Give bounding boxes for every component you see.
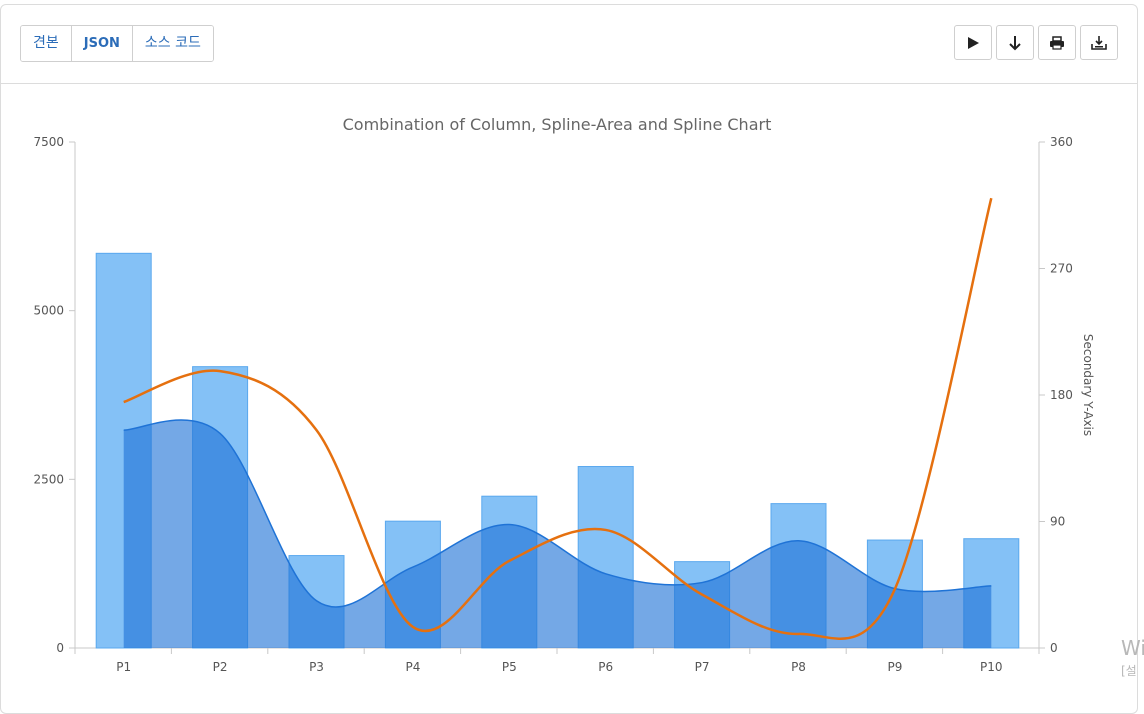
x-tick-label: P8 bbox=[791, 660, 806, 674]
print-icon bbox=[1050, 35, 1064, 50]
chart-container: Combination of Column, Spline-Area and S… bbox=[0, 80, 1144, 709]
spline-area-fill bbox=[123, 420, 992, 648]
view-tabs: 견본 JSON 소스 코드 bbox=[20, 25, 214, 62]
spline-area-line bbox=[123, 419, 992, 608]
y-tick-label: 2500 bbox=[33, 472, 64, 486]
play-icon bbox=[968, 36, 979, 49]
x-tick-label: P10 bbox=[980, 660, 1003, 674]
save-icon bbox=[1091, 35, 1107, 50]
tab-source-code[interactable]: 소스 코드 bbox=[132, 26, 213, 61]
save-button[interactable] bbox=[1080, 25, 1118, 60]
tab-json[interactable]: JSON bbox=[71, 26, 133, 61]
download-button[interactable] bbox=[996, 25, 1034, 60]
watermark-subtext: [설 bbox=[1121, 664, 1137, 678]
x-tick-label: P6 bbox=[598, 660, 613, 674]
run-button[interactable] bbox=[954, 25, 992, 60]
watermark-text: Wi bbox=[1121, 636, 1144, 660]
y-tick-label: 5000 bbox=[33, 304, 64, 318]
y2-tick-label: 360 bbox=[1050, 135, 1073, 149]
x-tick-label: P7 bbox=[695, 660, 710, 674]
x-tick-label: P9 bbox=[887, 660, 902, 674]
x-tick-label: P5 bbox=[502, 660, 517, 674]
y-tick-label: 7500 bbox=[33, 135, 64, 149]
print-button[interactable] bbox=[1038, 25, 1076, 60]
toolbar: 견본 JSON 소스 코드 bbox=[1, 5, 1137, 84]
y-tick-label: 0 bbox=[56, 641, 64, 655]
spline-line bbox=[123, 197, 993, 640]
y2-tick-label: 90 bbox=[1050, 515, 1065, 529]
y2-tick-label: 0 bbox=[1050, 641, 1058, 655]
y2-tick-label: 180 bbox=[1050, 388, 1073, 402]
y2-tick-label: 270 bbox=[1050, 262, 1073, 276]
download-arrow-icon bbox=[1009, 35, 1021, 50]
x-tick-label: P2 bbox=[213, 660, 228, 674]
x-tick-label: P3 bbox=[309, 660, 324, 674]
x-tick-label: P4 bbox=[405, 660, 420, 674]
combination-chart: Combination of Column, Spline-Area and S… bbox=[33, 115, 1095, 674]
y2-axis-title: Secondary Y-Axis bbox=[1081, 334, 1095, 436]
x-tick-label: P1 bbox=[116, 660, 131, 674]
toolbar-actions bbox=[954, 25, 1118, 60]
chart-title: Combination of Column, Spline-Area and S… bbox=[343, 115, 772, 134]
tab-sample[interactable]: 견본 bbox=[21, 26, 72, 61]
